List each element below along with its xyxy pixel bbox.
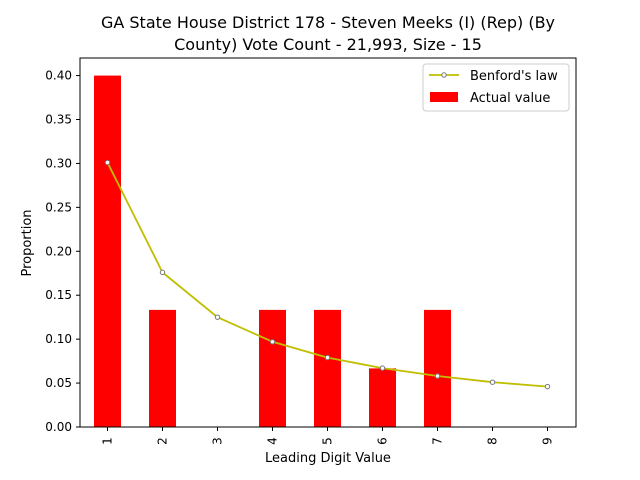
legend-label-benford: Benford's law [470, 69, 558, 84]
bar-digit-1 [94, 75, 121, 428]
x-tick-label-9: 9 [541, 437, 555, 445]
benford-point-3 [214, 314, 221, 320]
x-tick-label-6: 6 [376, 437, 390, 445]
bar-digit-5 [314, 309, 341, 427]
chart-title-line-2: County) Vote Count - 21,993, Size - 15 [174, 35, 482, 54]
legend-line-marker [441, 72, 447, 78]
bar-digit-4 [259, 309, 286, 427]
bar-digit-7 [424, 309, 451, 427]
bar-digit-2 [149, 309, 176, 427]
benford-line-group [104, 159, 551, 390]
benford-point-2 [159, 269, 166, 276]
benford-point-6 [379, 365, 386, 371]
benford-point-1 [104, 159, 111, 166]
benford-point-7 [434, 373, 441, 379]
x-tick-label-8: 8 [486, 437, 500, 445]
x-tick-label-2: 2 [156, 437, 170, 445]
legend-bar-swatch [430, 92, 458, 102]
x-tick-label-5: 5 [321, 437, 335, 445]
legend-frame [422, 63, 570, 112]
chart-title-line-1: GA State House District 178 - Steven Mee… [101, 13, 555, 32]
bar-digit-6 [369, 368, 396, 427]
y-tick-label-0: 0.00 [45, 420, 72, 434]
y-tick-label-2: 0.10 [45, 332, 72, 346]
x-tick-label-7: 7 [431, 437, 445, 445]
y-tick-label-4: 0.20 [45, 244, 72, 258]
benford-point-4 [269, 339, 276, 345]
y-tick-label-1: 0.05 [45, 376, 72, 390]
y-tick-label-3: 0.15 [45, 288, 72, 302]
y-tick-label-8: 0.40 [45, 69, 72, 83]
y-tick-label-5: 0.25 [45, 200, 72, 214]
y-tick-label-7: 0.35 [45, 113, 72, 127]
benford-point-5 [324, 354, 331, 361]
bars-group [94, 75, 451, 428]
legend-label-actual: Actual value [470, 91, 550, 106]
benford-point-8 [489, 379, 496, 385]
x-tick-label-3: 3 [211, 437, 225, 445]
y-axis-label: Proportion [20, 209, 35, 276]
y-axis: 0.00 0.05 0.10 0.15 0.20 0.25 0.30 0.35 0.40 [45, 69, 80, 434]
x-tick-label-4: 4 [266, 437, 280, 445]
x-axis: 1 2 3 4 5 6 7 8 9 [101, 427, 555, 445]
y-tick-label-6: 0.30 [45, 156, 72, 170]
legend: Benford's law Actual value [422, 63, 570, 112]
x-tick-label-1: 1 [101, 437, 115, 445]
x-axis-label: Leading Digit Value [265, 451, 391, 466]
benford-point-9 [544, 383, 551, 390]
